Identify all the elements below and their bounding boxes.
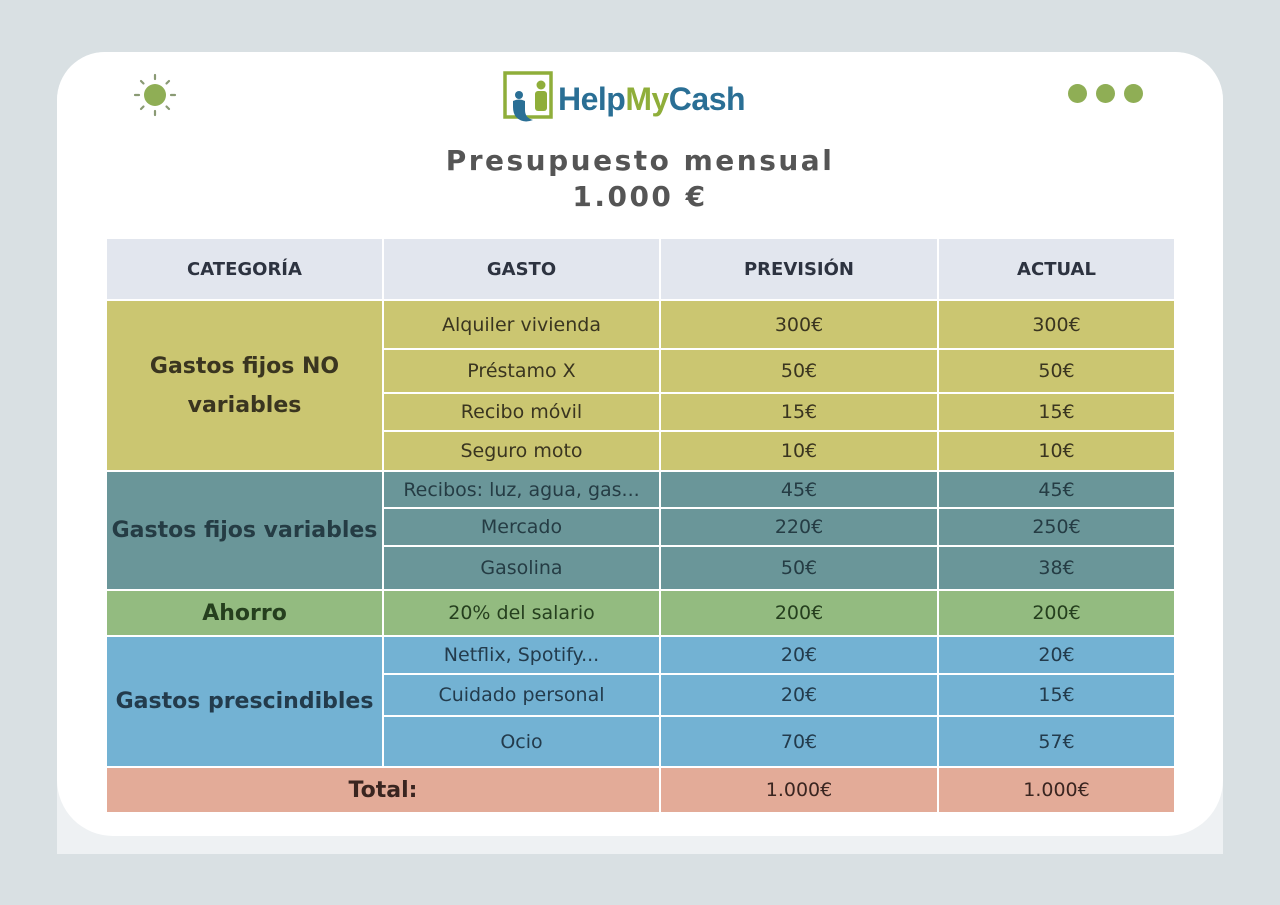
- column-header-prevision: PREVISIÓN: [659, 237, 939, 301]
- actual-cell: 15€: [937, 673, 1176, 717]
- table-row: Gastos fijos variables Recibos: luz, agu…: [105, 470, 1176, 591]
- column-header-actual: ACTUAL: [937, 237, 1176, 301]
- gasto-cell: 20% del salario: [382, 589, 661, 637]
- prevision-cell: 300€: [659, 299, 939, 350]
- table-row: Ahorro 20% del salario 200€ 200€: [105, 589, 1176, 637]
- sun-icon: [133, 73, 177, 117]
- column-header-gasto: GASTO: [382, 237, 661, 301]
- prevision-cell: 220€: [659, 507, 939, 547]
- prevision-cell: 20€: [659, 635, 939, 675]
- category-cell: Ahorro: [105, 589, 384, 637]
- actual-cell: 50€: [937, 348, 1176, 394]
- table-header-row: CATEGORÍA GASTO PREVISIÓN ACTUAL: [105, 237, 1176, 301]
- gasto-cell: Recibo móvil: [382, 392, 661, 432]
- total-actual: 1.000€: [937, 766, 1176, 814]
- actual-cell: 10€: [937, 430, 1176, 472]
- budget-table: CATEGORÍA GASTO PREVISIÓN ACTUAL Gastos …: [105, 237, 1176, 814]
- gasto-cell: Ocio: [382, 715, 661, 768]
- total-row: Total: 1.000€ 1.000€: [105, 766, 1176, 814]
- page-title: Presupuesto mensual 1.000 €: [0, 143, 1280, 215]
- actual-cell: 45€: [937, 470, 1176, 509]
- actual-cell: 57€: [937, 715, 1176, 768]
- gasto-cell: Alquiler vivienda: [382, 299, 661, 350]
- gasto-cell: Cuidado personal: [382, 673, 661, 717]
- prevision-cell: 20€: [659, 673, 939, 717]
- actual-cell: 38€: [937, 545, 1176, 591]
- prevision-cell: 50€: [659, 348, 939, 394]
- gasto-cell: Seguro moto: [382, 430, 661, 472]
- gasto-cell: Mercado: [382, 507, 661, 547]
- more-dots-icon: [1068, 84, 1143, 103]
- column-header-categoria: CATEGORÍA: [105, 237, 384, 301]
- actual-cell: 300€: [937, 299, 1176, 350]
- table-row: Gastos prescindibles Netflix, Spotify...…: [105, 635, 1176, 768]
- dot-icon: [1096, 84, 1115, 103]
- gasto-cell: Préstamo X: [382, 348, 661, 394]
- prevision-cell: 50€: [659, 545, 939, 591]
- brand-name: HelpMyCash: [558, 80, 746, 117]
- actual-cell: 15€: [937, 392, 1176, 432]
- total-prevision: 1.000€: [659, 766, 939, 814]
- category-cell: Gastos fijos variables: [105, 470, 384, 591]
- prevision-cell: 45€: [659, 470, 939, 509]
- prevision-cell: 10€: [659, 430, 939, 472]
- prevision-cell: 200€: [659, 589, 939, 637]
- people-frame-icon: [503, 71, 553, 122]
- category-cell: Gastos fijos NO variables: [105, 299, 384, 472]
- title-budget-amount: 1.000 €: [572, 180, 708, 213]
- gasto-cell: Netflix, Spotify...: [382, 635, 661, 675]
- brand-logo: HelpMyCash: [502, 70, 746, 126]
- total-label: Total:: [105, 766, 661, 814]
- table-row: Gastos fijos NO variables Alquiler vivie…: [105, 299, 1176, 472]
- prevision-cell: 70€: [659, 715, 939, 768]
- actual-cell: 20€: [937, 635, 1176, 675]
- actual-cell: 250€: [937, 507, 1176, 547]
- gasto-cell: Recibos: luz, agua, gas...: [382, 470, 661, 509]
- table-row: Préstamo X 50€ 50€: [106, 348, 1176, 394]
- actual-cell: 200€: [937, 589, 1176, 637]
- dot-icon: [1068, 84, 1087, 103]
- dot-icon: [1124, 84, 1143, 103]
- category-cell: Gastos prescindibles: [105, 635, 384, 768]
- gasto-cell: Gasolina: [382, 545, 661, 591]
- prevision-cell: 15€: [659, 392, 939, 432]
- title-line-1: Presupuesto mensual: [445, 144, 835, 177]
